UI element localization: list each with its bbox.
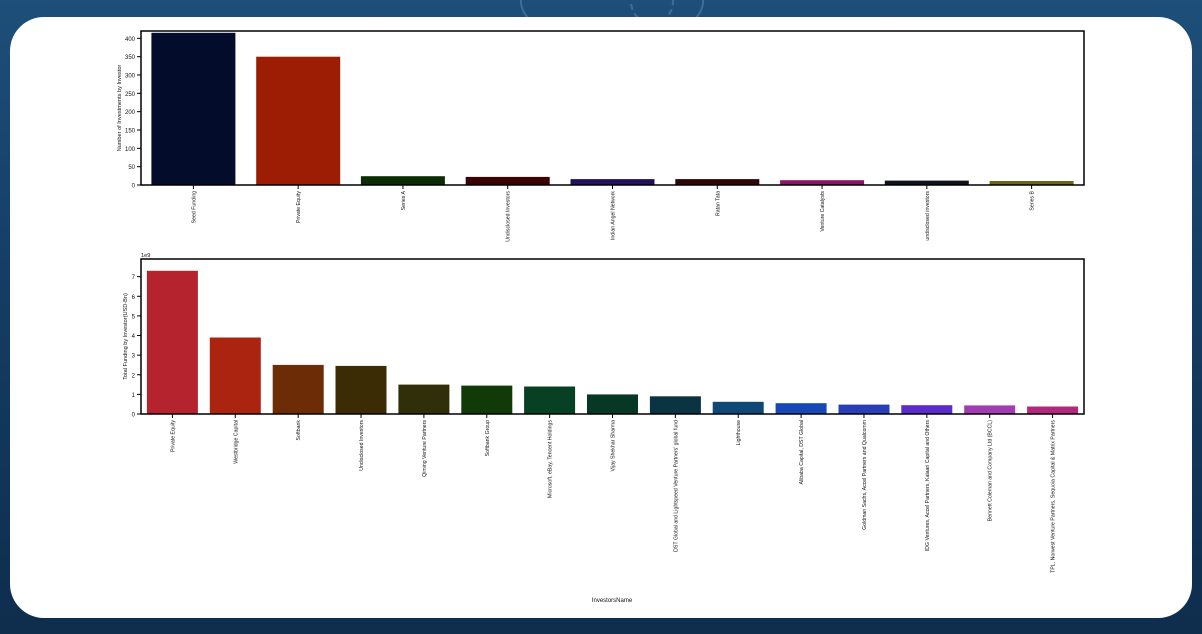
bar-1-3 xyxy=(360,176,445,185)
x-tick-label: Venture Catalysts xyxy=(820,191,826,232)
x-tick-label: DST Global and Lightspeed Venture Partne… xyxy=(673,420,679,552)
bar-1-1 xyxy=(151,32,236,185)
bar-1-4 xyxy=(465,176,550,185)
x-tick-label: TPL, Norwest Venture Partners, Sequoia C… xyxy=(1051,420,1057,573)
bar-1-9 xyxy=(989,181,1074,185)
y-tick-label: 4 xyxy=(132,334,136,340)
bar-2-3 xyxy=(272,364,324,414)
x-tick-label: Softbank xyxy=(296,420,302,441)
bar-2-1 xyxy=(146,270,198,414)
scale-label: 1e9 xyxy=(141,253,150,259)
x-tick-label: Undisclosed Investors xyxy=(359,420,365,471)
bar-1-6 xyxy=(675,179,760,185)
y-tick-label: 5 xyxy=(132,314,136,320)
bar-1-5 xyxy=(570,179,655,185)
y-tick-label: 50 xyxy=(128,165,135,171)
y-tick-label: 400 xyxy=(125,37,136,43)
x-tick-label: Series A xyxy=(401,190,407,210)
bar-2-9 xyxy=(649,396,701,414)
y-tick-label: 300 xyxy=(125,74,136,80)
x-tick-label: Indian Angel Network xyxy=(611,191,617,240)
x-tick-label: Microsoft, eBay, Tencent Holdings xyxy=(548,420,554,498)
x-tick-label: Qiming Venture Partners xyxy=(422,420,428,477)
y-tick-label: 0 xyxy=(132,184,136,190)
y-tick-label: 200 xyxy=(125,110,136,116)
bar-2-7 xyxy=(524,386,576,414)
x-tick-label: Goldman Sachs, Accel Partners and Qualco… xyxy=(862,420,868,530)
x-axis-label: InvestorsName xyxy=(592,598,633,604)
y-tick-label: 6 xyxy=(132,295,136,301)
chart-2: 0 1 2 3 4 5 6 7 Private Equity Westbridge Capital… xyxy=(123,253,1085,604)
x-tick-label: Westbridge Capital xyxy=(233,420,239,464)
bar-1-7 xyxy=(780,180,865,185)
x-tick-label: Vijay Shekhar Sharma xyxy=(611,420,617,472)
x-tick-label: Bennett Coleman and Company Ltd (BCCL) xyxy=(988,420,994,521)
y-tick-label: 350 xyxy=(125,55,136,61)
y-tick-label: 3 xyxy=(132,354,136,360)
y-tick-label: 1 xyxy=(132,393,136,399)
x-tick-label: Private Equity xyxy=(296,191,302,223)
y-axis-label: Number of Investments by Investor xyxy=(117,64,123,151)
x-tick-label: undisclosed investors xyxy=(925,191,931,241)
bar-2-11 xyxy=(775,403,827,414)
x-tick-label: Lighthouse xyxy=(736,420,742,445)
bar-2-14 xyxy=(964,405,1016,414)
bar-1-2 xyxy=(256,56,341,186)
chart-1: 0 50 100 150 200 250 300 350 400 Seed Funding Priv… xyxy=(117,30,1085,242)
x-tick-label: Undisclosed Investors xyxy=(506,191,512,242)
bar-2-10 xyxy=(712,401,764,414)
bar-2-6 xyxy=(461,385,513,414)
bar-2-5 xyxy=(398,384,450,414)
bar-2-2 xyxy=(209,337,261,414)
y-tick-label: 150 xyxy=(125,129,136,135)
y-tick-label: 0 xyxy=(132,413,136,419)
x-tick-label: IDG Ventures, Accel Partners, Kalaari Ca… xyxy=(925,420,931,552)
bar-1-8 xyxy=(884,180,969,185)
y-tick-label: 250 xyxy=(125,92,136,98)
y-tick-label: 7 xyxy=(132,275,136,281)
bar-2-8 xyxy=(587,394,638,414)
y-axis-label: Total Funding by Investor(USD-Bn) xyxy=(123,293,129,380)
bar-2-15 xyxy=(1027,406,1079,414)
bar-2-4 xyxy=(335,365,387,414)
y-tick-label: 100 xyxy=(125,147,136,153)
bar-2-13 xyxy=(901,405,953,414)
x-tick-label: Softbank Group xyxy=(485,420,491,456)
x-tick-label: Alibaba Capital, DST Global xyxy=(799,420,805,485)
y-tick-label: 2 xyxy=(132,373,136,379)
bar-2-12 xyxy=(838,404,890,414)
x-tick-label: Seed Funding xyxy=(191,191,197,223)
x-tick-label: Series B xyxy=(1030,190,1036,210)
x-tick-label: Ratan Tata xyxy=(715,191,721,216)
x-tick-label: Private Equity xyxy=(170,420,176,452)
